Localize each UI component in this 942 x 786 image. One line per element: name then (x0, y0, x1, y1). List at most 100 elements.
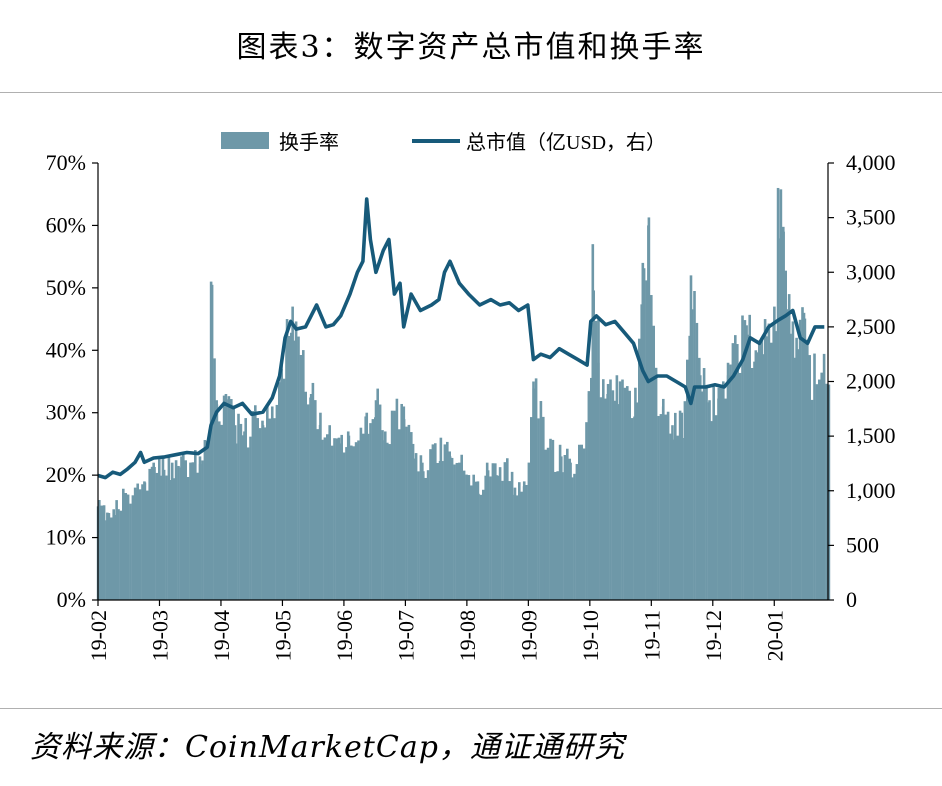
bar-peak (356, 443, 359, 600)
bar (230, 399, 233, 600)
bar (676, 435, 679, 600)
bar (369, 423, 372, 600)
bar (146, 490, 149, 600)
bar (470, 485, 473, 600)
bar (657, 415, 660, 600)
bar-peak (209, 281, 213, 600)
bar (323, 437, 327, 600)
bar (734, 335, 737, 600)
bar-peak (641, 262, 645, 600)
bar (186, 477, 190, 600)
bar (599, 397, 603, 600)
bar-peak (215, 400, 218, 600)
bar (371, 419, 375, 600)
bar (136, 483, 139, 600)
bar-peak (736, 344, 739, 600)
bar (580, 444, 583, 600)
bar-peak (485, 462, 489, 600)
bar (112, 509, 115, 600)
title-divider (0, 92, 942, 93)
bar (801, 307, 804, 600)
bar-peak (560, 456, 563, 600)
bar (352, 446, 355, 600)
bar (107, 513, 111, 600)
bar (203, 440, 207, 600)
bar (650, 295, 653, 600)
bar (426, 470, 430, 600)
bar-peak (180, 456, 183, 600)
x-tick-label: 19-06 (332, 610, 357, 661)
bar (263, 427, 267, 600)
bar-peak (680, 412, 684, 600)
bar (779, 189, 783, 600)
bar-peak (224, 393, 228, 600)
bar (534, 378, 538, 600)
bar (527, 462, 531, 600)
bar-peak (207, 437, 211, 600)
bar-peak (661, 406, 665, 600)
bar (350, 445, 353, 600)
bar (573, 473, 576, 600)
bar (460, 454, 463, 600)
left-tick-label: 40% (46, 337, 86, 362)
bar-peak (532, 381, 535, 600)
bar (424, 477, 427, 600)
bar-peak (133, 487, 137, 600)
bar (539, 401, 543, 600)
bar (196, 472, 199, 600)
market-cap-line (97, 197, 825, 480)
bar (618, 381, 622, 600)
bar (666, 411, 670, 600)
bar (515, 495, 519, 600)
bar (213, 358, 216, 600)
bar (335, 438, 339, 600)
bar (138, 489, 142, 600)
bar (148, 468, 151, 600)
bar-peak (198, 456, 202, 600)
bar-peak (374, 400, 378, 600)
bar-peak (495, 475, 498, 600)
bar (750, 367, 754, 600)
bar-peak (439, 437, 443, 600)
bar (275, 404, 279, 600)
bar-peak (402, 406, 406, 600)
bar (743, 320, 747, 600)
bar (520, 491, 523, 600)
bar (398, 429, 401, 600)
bar (362, 433, 365, 600)
bar (191, 462, 195, 600)
bar-peak (143, 481, 146, 600)
x-tick-label: 19-10 (578, 610, 603, 661)
bar (825, 383, 828, 600)
bar (326, 434, 329, 600)
bar (813, 353, 816, 600)
bar (537, 418, 540, 600)
bar-peak (421, 462, 424, 600)
bar (774, 331, 778, 600)
bar (604, 398, 607, 600)
left-tick-label: 0% (57, 587, 86, 612)
legend-swatch-turnover (221, 132, 269, 149)
bar-peak (189, 462, 193, 600)
bar (710, 421, 713, 600)
right-tick-label: 1,500 (846, 423, 896, 448)
bar (738, 372, 742, 600)
x-tick-label: 19-08 (455, 610, 480, 661)
bar (172, 478, 175, 600)
bar (789, 333, 792, 600)
bar (822, 353, 826, 600)
bar (254, 405, 257, 600)
bar (479, 494, 483, 600)
page-title: 图表3：数字资产总市值和换手率 (236, 30, 706, 65)
bar (129, 503, 132, 600)
bar (678, 410, 682, 600)
bar-peak (328, 425, 331, 600)
bar (340, 434, 343, 600)
bar (566, 448, 569, 600)
bar (791, 321, 795, 600)
bar (174, 460, 178, 600)
bar (474, 481, 478, 600)
bar (436, 463, 439, 600)
x-tick-label: 19-04 (209, 610, 234, 661)
bar-peak (802, 312, 806, 600)
